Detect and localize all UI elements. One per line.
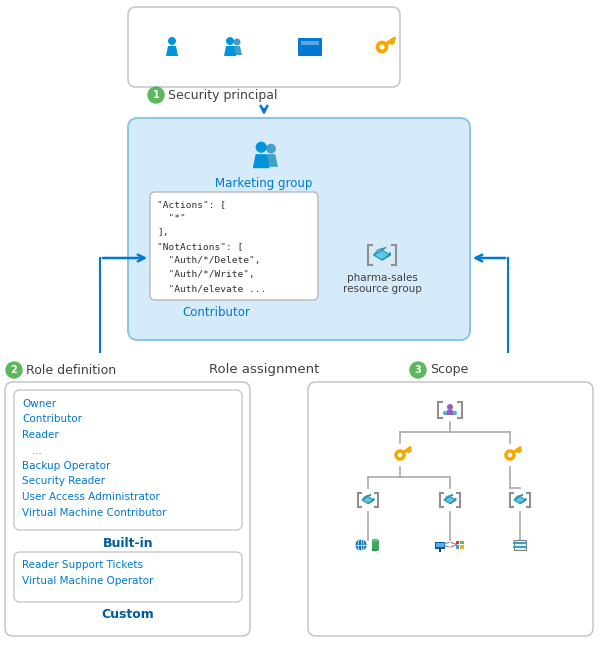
- Text: pharma-sales: pharma-sales: [347, 273, 418, 283]
- Circle shape: [233, 39, 241, 46]
- Polygon shape: [374, 250, 391, 260]
- Polygon shape: [444, 497, 456, 504]
- Text: "Auth/*/Write",: "Auth/*/Write",: [157, 270, 255, 279]
- Circle shape: [395, 450, 404, 459]
- FancyBboxPatch shape: [456, 541, 460, 544]
- FancyBboxPatch shape: [514, 541, 526, 550]
- Text: Custom: Custom: [101, 608, 154, 621]
- Text: Role assignment: Role assignment: [209, 364, 319, 377]
- Circle shape: [443, 411, 447, 415]
- Text: Security principal: Security principal: [168, 88, 277, 101]
- Circle shape: [148, 87, 164, 103]
- Polygon shape: [520, 498, 526, 504]
- Text: Reader Support Tickets: Reader Support Tickets: [22, 560, 143, 570]
- FancyBboxPatch shape: [14, 390, 242, 530]
- FancyBboxPatch shape: [435, 542, 445, 548]
- Polygon shape: [368, 498, 374, 504]
- Circle shape: [6, 362, 22, 378]
- FancyBboxPatch shape: [298, 38, 322, 56]
- Polygon shape: [224, 46, 236, 56]
- Text: Marketing group: Marketing group: [215, 177, 313, 190]
- FancyBboxPatch shape: [308, 382, 593, 636]
- Text: Scope: Scope: [430, 364, 468, 377]
- FancyBboxPatch shape: [150, 192, 318, 300]
- Polygon shape: [166, 46, 178, 56]
- Polygon shape: [382, 252, 391, 260]
- Ellipse shape: [371, 548, 379, 551]
- Text: Role definition: Role definition: [26, 364, 116, 377]
- Circle shape: [355, 539, 367, 551]
- Circle shape: [380, 45, 385, 50]
- FancyBboxPatch shape: [436, 543, 444, 547]
- Text: ],: ],: [157, 228, 169, 237]
- Text: resource group: resource group: [343, 284, 421, 294]
- Circle shape: [266, 144, 276, 154]
- FancyBboxPatch shape: [128, 7, 400, 87]
- Circle shape: [447, 404, 453, 410]
- FancyBboxPatch shape: [14, 552, 242, 602]
- Circle shape: [226, 37, 234, 45]
- Text: <>: <>: [441, 540, 459, 550]
- Text: "NotActions": [: "NotActions": [: [157, 242, 243, 251]
- Text: Security Reader: Security Reader: [22, 477, 105, 486]
- FancyBboxPatch shape: [301, 41, 319, 45]
- Text: User Access Administrator: User Access Administrator: [22, 492, 160, 502]
- Polygon shape: [362, 497, 374, 504]
- Circle shape: [505, 450, 515, 459]
- Text: Owner: Owner: [22, 399, 56, 409]
- FancyBboxPatch shape: [460, 546, 464, 548]
- Text: Reader: Reader: [22, 430, 59, 440]
- Ellipse shape: [371, 539, 379, 542]
- Text: "Auth/elevate ...: "Auth/elevate ...: [157, 284, 266, 293]
- Polygon shape: [253, 154, 269, 168]
- FancyBboxPatch shape: [128, 118, 470, 340]
- Circle shape: [398, 453, 402, 457]
- Text: "Auth/*/Delete",: "Auth/*/Delete",: [157, 256, 260, 265]
- Polygon shape: [446, 410, 454, 415]
- FancyBboxPatch shape: [456, 546, 460, 548]
- Text: "Actions": [: "Actions": [: [157, 200, 226, 209]
- Text: 1: 1: [152, 90, 160, 100]
- Polygon shape: [514, 497, 526, 504]
- Text: Built-in: Built-in: [103, 537, 154, 550]
- Circle shape: [453, 411, 457, 415]
- Polygon shape: [264, 154, 278, 167]
- Polygon shape: [374, 248, 386, 255]
- Text: Contributor: Contributor: [22, 415, 82, 424]
- Text: 3: 3: [415, 365, 421, 375]
- Polygon shape: [232, 46, 242, 55]
- Polygon shape: [362, 495, 371, 500]
- Text: 2: 2: [11, 365, 17, 375]
- Text: Contributor: Contributor: [182, 306, 250, 319]
- Polygon shape: [444, 495, 453, 500]
- Text: Backup Operator: Backup Operator: [22, 461, 110, 471]
- Text: Virtual Machine Contributor: Virtual Machine Contributor: [22, 508, 167, 517]
- Circle shape: [508, 453, 512, 457]
- Circle shape: [377, 42, 387, 52]
- Circle shape: [256, 142, 267, 153]
- Circle shape: [410, 362, 426, 378]
- Polygon shape: [514, 495, 523, 500]
- FancyBboxPatch shape: [460, 541, 464, 544]
- FancyBboxPatch shape: [371, 540, 379, 550]
- FancyBboxPatch shape: [5, 382, 250, 636]
- Circle shape: [168, 37, 176, 45]
- Text: "*": "*": [157, 214, 186, 223]
- Polygon shape: [450, 498, 456, 504]
- Text: Virtual Machine Operator: Virtual Machine Operator: [22, 575, 154, 586]
- Text: ...: ...: [22, 446, 42, 455]
